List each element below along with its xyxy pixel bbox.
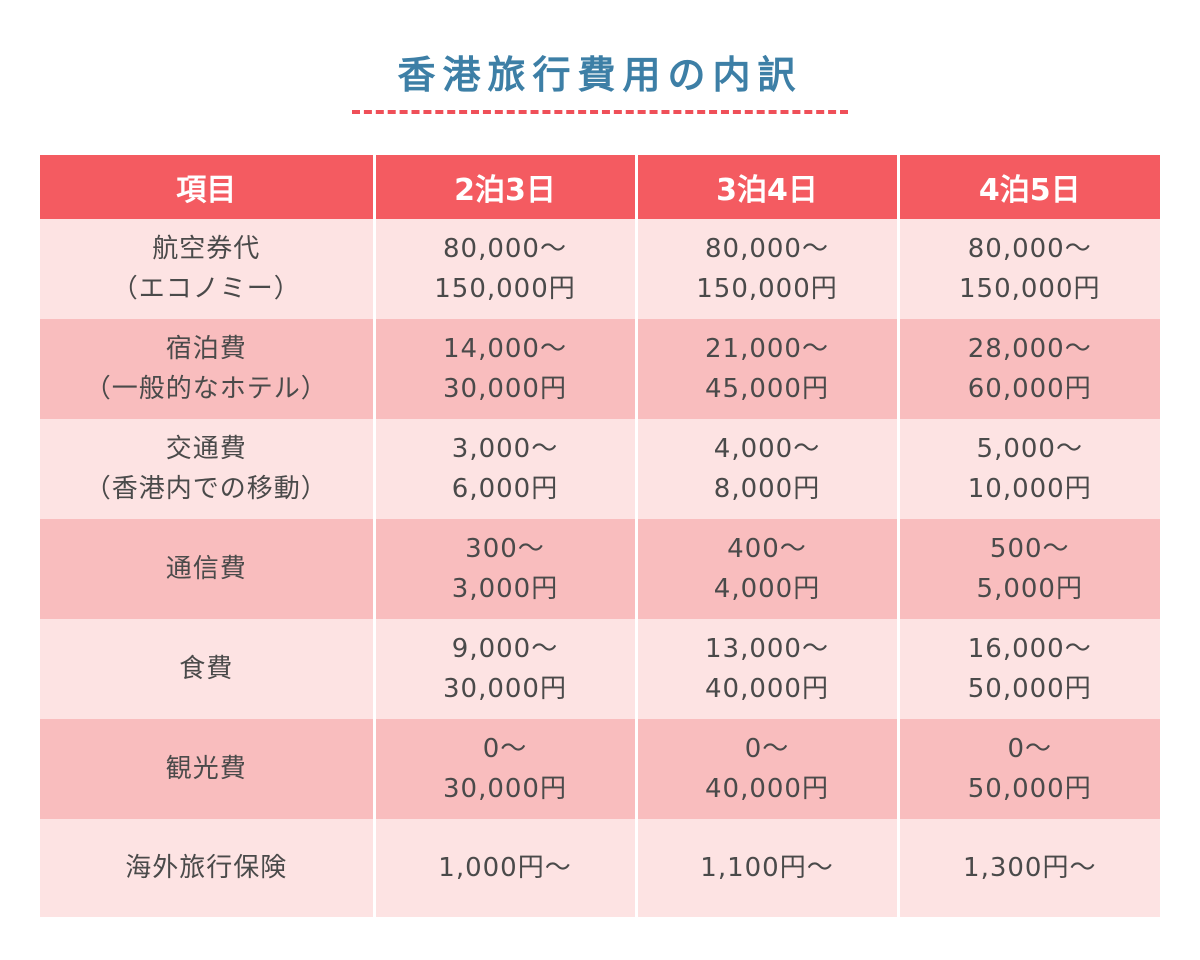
cost-cell: 28,000～ 60,000円	[896, 319, 1160, 419]
cost-min: 14,000～	[443, 334, 567, 364]
cost-min: 1,100円～	[700, 853, 834, 883]
cost-max: 50,000円	[967, 774, 1092, 804]
cost-cell: 1,300円～	[896, 819, 1160, 917]
cost-cell: 80,000～ 150,000円	[372, 219, 638, 319]
cost-min: 80,000～	[705, 234, 829, 264]
item-label: 宿泊費	[165, 334, 247, 364]
table-row-sightseeing: 観光費 0～ 30,000円 0～ 40,000円 0～ 50,000円	[40, 719, 1160, 819]
cost-cell: 16,000～ 50,000円	[896, 619, 1160, 719]
cost-max: 40,000円	[705, 774, 829, 804]
item-sublabel: （香港内での移動）	[84, 474, 328, 504]
table-body: 航空券代 （エコノミー） 80,000～ 150,000円 80,000～ 150,000…	[40, 219, 1160, 917]
cost-max: 3,000円	[451, 574, 559, 604]
cost-min: 80,000～	[967, 234, 1092, 264]
cost-cell: 5,000～ 10,000円	[896, 419, 1160, 519]
cost-max: 60,000円	[967, 374, 1092, 404]
cost-cell: 1,000円～	[372, 819, 638, 917]
cost-max: 30,000円	[443, 774, 567, 804]
cost-cell: 1,100円～	[634, 819, 900, 917]
cost-cell: 9,000～ 30,000円	[372, 619, 638, 719]
item-cell: 食費	[40, 619, 376, 719]
page-title: 香港旅行費用の内訳	[397, 53, 803, 97]
cost-min: 80,000～	[443, 234, 567, 264]
table-row-insurance: 海外旅行保険 1,000円～ 1,100円～ 1,300円～	[40, 819, 1160, 917]
cost-min: 0～	[744, 734, 790, 764]
item-cell: 観光費	[40, 719, 376, 819]
cost-min: 1,300円～	[963, 853, 1097, 883]
cost-cell: 500～ 5,000円	[896, 519, 1160, 619]
cost-min: 5,000～	[976, 434, 1083, 464]
cost-cell: 14,000～ 30,000円	[372, 319, 638, 419]
header-item: 項目	[40, 155, 376, 219]
table-row-food: 食費 9,000～ 30,000円 13,000～ 40,000円 16,000～ 50,0…	[40, 619, 1160, 719]
item-cell: 海外旅行保険	[40, 819, 376, 917]
cost-cell: 80,000～ 150,000円	[896, 219, 1160, 319]
cost-max: 5,000円	[976, 574, 1083, 604]
cost-min: 9,000～	[451, 634, 559, 664]
cost-min: 3,000～	[451, 434, 559, 464]
cost-min: 13,000～	[705, 634, 829, 664]
cost-max: 10,000円	[967, 474, 1092, 504]
cost-max: 40,000円	[705, 674, 829, 704]
cost-cell: 0～ 50,000円	[896, 719, 1160, 819]
item-label: 航空券代	[152, 234, 261, 264]
header-row: 項目 2泊3日 3泊4日 4泊5日	[40, 155, 1160, 219]
header-4n5d: 4泊5日	[896, 155, 1160, 219]
table-row-airfare: 航空券代 （エコノミー） 80,000～ 150,000円 80,000～ 150,000…	[40, 219, 1160, 319]
cost-max: 30,000円	[443, 374, 567, 404]
cost-cell: 4,000～ 8,000円	[634, 419, 900, 519]
cost-min: 4,000～	[713, 434, 821, 464]
cost-min: 28,000～	[967, 334, 1092, 364]
item-cell: 通信費	[40, 519, 376, 619]
item-label: 観光費	[165, 754, 247, 784]
cost-cell: 13,000～ 40,000円	[634, 619, 900, 719]
item-label: 海外旅行保険	[125, 853, 288, 883]
item-label: 通信費	[165, 554, 247, 584]
table-row-transport: 交通費 （香港内での移動） 3,000～ 6,000円 4,000～ 8,000円 5,00…	[40, 419, 1160, 519]
cost-cell: 0～ 40,000円	[634, 719, 900, 819]
cost-max: 30,000円	[443, 674, 567, 704]
cost-min: 0～	[1007, 734, 1053, 764]
item-sublabel: （一般的なホテル）	[84, 374, 328, 404]
cost-cell: 0～ 30,000円	[372, 719, 638, 819]
item-cell: 交通費 （香港内での移動）	[40, 419, 376, 519]
cost-max: 150,000円	[958, 274, 1101, 304]
cost-max: 150,000円	[434, 274, 576, 304]
cost-min: 500～	[989, 534, 1070, 564]
cost-table: 項目 2泊3日 3泊4日 4泊5日 航空券代 （エコノミー） 80,000～ 150,…	[40, 155, 1160, 917]
cost-min: 21,000～	[705, 334, 829, 364]
cost-cell: 400～ 4,000円	[634, 519, 900, 619]
cost-cell: 21,000～ 45,000円	[634, 319, 900, 419]
cost-min: 0～	[482, 734, 528, 764]
title-dashed-underline	[352, 110, 848, 114]
table-row-accommodation: 宿泊費 （一般的なホテル） 14,000～ 30,000円 21,000～ 45,000円…	[40, 319, 1160, 419]
item-label: 交通費	[165, 434, 247, 464]
item-cell: 航空券代 （エコノミー）	[40, 219, 376, 319]
item-label: 食費	[179, 654, 234, 684]
cost-min: 400～	[727, 534, 807, 564]
cost-min: 300～	[465, 534, 545, 564]
header-2n3d: 2泊3日	[372, 155, 638, 219]
cost-max: 4,000円	[713, 574, 821, 604]
cost-max: 50,000円	[967, 674, 1092, 704]
cost-max: 8,000円	[713, 474, 821, 504]
cost-cell: 80,000～ 150,000円	[634, 219, 900, 319]
cost-max: 45,000円	[705, 374, 829, 404]
cost-cell: 300～ 3,000円	[372, 519, 638, 619]
item-cell: 宿泊費 （一般的なホテル）	[40, 319, 376, 419]
cost-cell: 3,000～ 6,000円	[372, 419, 638, 519]
table-row-communication: 通信費 300～ 3,000円 400～ 4,000円 500～ 5,000円	[40, 519, 1160, 619]
item-sublabel: （エコノミー）	[111, 274, 301, 304]
cost-max: 150,000円	[696, 274, 838, 304]
title-wrap: 香港旅行費用の内訳	[0, 48, 1200, 102]
cost-min: 1,000円～	[438, 853, 572, 883]
cost-min: 16,000～	[967, 634, 1092, 664]
cost-max: 6,000円	[451, 474, 559, 504]
header-3n4d: 3泊4日	[634, 155, 900, 219]
